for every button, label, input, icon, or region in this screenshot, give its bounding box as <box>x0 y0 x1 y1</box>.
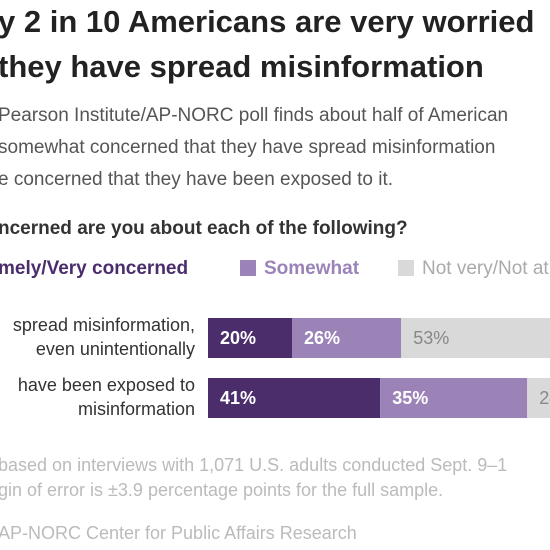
question: ncerned are you about each of the follow… <box>0 218 408 239</box>
category-label: spread misinformation, even unintentional… <box>13 315 195 359</box>
note: based on interviews with 1,071 U.S. adul… <box>0 455 507 475</box>
value-label: 41% <box>220 388 256 408</box>
value-label: 35% <box>392 388 428 408</box>
bar <box>208 318 292 358</box>
subtitle: somewhat concerned that they have spread… <box>0 137 495 158</box>
legend-label: mely/Very concerned <box>0 258 188 279</box>
bar <box>208 378 381 418</box>
chart-title: they have spread misinformation <box>0 49 484 84</box>
legend-swatch <box>240 260 256 276</box>
legend-swatch <box>398 260 414 276</box>
bar <box>380 378 528 418</box>
category-label: have been exposed to misinformation <box>18 375 195 419</box>
bar <box>292 318 402 358</box>
legend-label: Not very/Not at <box>422 258 549 279</box>
note: AP-NORC Center for Public Affairs Resear… <box>0 523 357 543</box>
subtitle: e concerned that they have been exposed … <box>0 169 393 190</box>
legend-label: Somewhat <box>264 258 360 279</box>
bar <box>401 318 550 358</box>
subtitle: Pearson Institute/AP-NORC poll finds abo… <box>0 105 508 126</box>
chart-title: y 2 in 10 Americans are very worried <box>0 4 534 39</box>
note: gin of error is ±3.9 percentage points f… <box>0 480 443 500</box>
value-label: 53% <box>413 328 449 348</box>
value-label: 20% <box>220 328 256 348</box>
value-label: 24% <box>539 388 550 408</box>
value-label: 26% <box>304 328 340 348</box>
bar <box>527 378 550 418</box>
